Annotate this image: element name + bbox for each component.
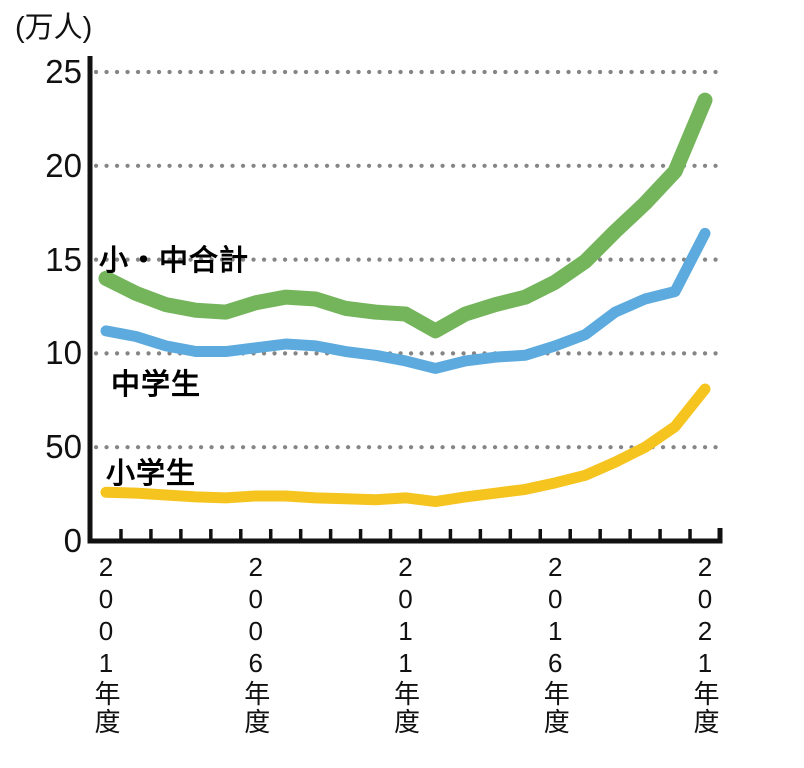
y-axis-unit-label: (万人): [15, 12, 93, 44]
x-tick-label-2006年度: 2006年度: [240, 552, 271, 736]
series-line-junior: [100, 227, 711, 374]
y-tick-label-50: 50: [45, 428, 82, 466]
axis-frame: [87, 56, 723, 544]
y-tick-label-0: 0: [63, 522, 82, 559]
x-tick-label-2016年度: 2016年度: [540, 552, 571, 736]
y-tick-label-25: 25: [45, 53, 82, 90]
series-line-elementary: [100, 383, 711, 508]
y-tick-label-15: 15: [45, 240, 82, 278]
x-tick-label-2001年度: 2001年度: [91, 552, 121, 736]
x-tick-label-2021年度: 2021年度: [690, 552, 720, 736]
series-label-junior: 中学生: [111, 369, 202, 401]
y-tick-label-10: 10: [45, 334, 82, 372]
series-label-elementary: 小学生: [106, 458, 197, 490]
series-line-total: [98, 92, 713, 339]
series-label-total: 小・中合計: [99, 245, 250, 277]
series-lines-group: [98, 92, 713, 508]
x-tick-label-2011年度: 2011年度: [390, 552, 421, 736]
y-tick-label-20: 20: [45, 146, 82, 184]
